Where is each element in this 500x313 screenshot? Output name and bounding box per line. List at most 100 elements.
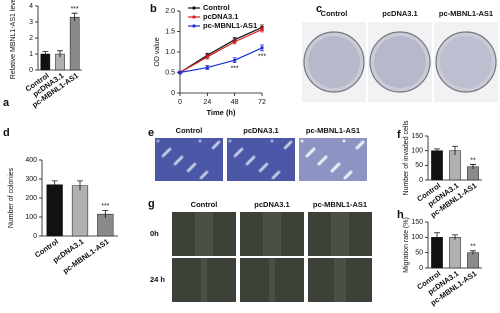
y-axis-label: Relative MBNL1-AS1 level: [10, 0, 17, 79]
wound-gap: [334, 258, 346, 302]
transwell-image: [299, 138, 367, 181]
image-label: pcDNA3.1: [382, 9, 417, 18]
y-tick-label: 100: [411, 234, 423, 241]
cell-dot: [211, 146, 215, 150]
error-bar: [51, 180, 58, 189]
panel-letter: a: [3, 97, 10, 109]
y-tick-label: 1.5: [165, 28, 175, 35]
y-tick-label: 1: [29, 51, 33, 58]
x-tick-label: 24: [203, 99, 211, 106]
error-bar: [452, 234, 458, 240]
y-tick-label: 0: [171, 90, 175, 97]
y-axis-label: Migration rate (%): [403, 217, 410, 273]
point: [260, 27, 264, 32]
point: [233, 58, 237, 62]
image-label: pcDNA3.1: [243, 126, 278, 135]
wound-gap: [201, 258, 207, 302]
wound-gap: [263, 212, 281, 256]
y-tick-label: 0: [419, 265, 423, 272]
dish-inner: [308, 36, 360, 88]
cell-dot: [330, 169, 334, 173]
error-bar: [470, 250, 476, 255]
significance: **: [470, 244, 476, 251]
row-label: 0h: [150, 229, 159, 238]
cell-dot: [317, 162, 321, 166]
x-tick-label: pc-MBNL1-AS1: [61, 237, 111, 275]
y-tick-label: 2: [29, 35, 33, 42]
wound-gap: [269, 258, 275, 302]
bar: [46, 184, 63, 237]
series-line: [179, 47, 263, 74]
y-tick-label: 0: [419, 177, 423, 184]
significance: ***: [71, 6, 79, 13]
panel-letter: b: [150, 3, 157, 15]
image-label: Control: [191, 200, 218, 209]
y-tick-label: 400: [25, 157, 37, 164]
y-tick-label: 1.0: [165, 49, 175, 56]
significance: ***: [258, 54, 266, 61]
transwell-image: [227, 138, 295, 181]
series-line: [179, 26, 263, 74]
y-tick-label: 100: [411, 148, 423, 155]
cell-dot: [305, 154, 309, 158]
y-tick-label: 0.5: [165, 69, 175, 76]
dish-inner: [374, 36, 426, 88]
cell-dot: [161, 154, 165, 158]
y-axis-label: OD value: [154, 37, 161, 66]
bar: [449, 237, 461, 269]
cell-dot: [173, 162, 177, 166]
wound-gap: [195, 212, 213, 256]
y-tick-label: 0: [33, 233, 37, 240]
error-bar: [42, 51, 49, 57]
point: [233, 40, 237, 44]
image-label: Control: [176, 126, 203, 135]
legend-label: Control: [203, 3, 230, 12]
y-tick-label: 150: [411, 219, 423, 226]
error-bar: [470, 164, 476, 170]
panel-letter: f: [397, 129, 401, 141]
y-tick-label: 3: [29, 19, 33, 26]
panel-letter: e: [148, 127, 154, 139]
y-tick-label: 50: [415, 162, 423, 169]
cell-dot: [355, 146, 359, 150]
image-label: Control: [321, 9, 348, 18]
legend-label: pcDNA3.1: [203, 12, 238, 21]
significance: **: [470, 157, 476, 164]
legend-label: pc-MBNL1-AS1: [203, 21, 257, 30]
x-tick-label: 48: [231, 99, 239, 106]
cell-dot: [233, 154, 237, 158]
panel-letter: c: [316, 3, 322, 15]
panel-letter: h: [397, 209, 404, 221]
y-tick-label: 200: [25, 195, 37, 202]
point: [260, 46, 264, 50]
cell-dot: [342, 139, 346, 143]
cell-dot: [198, 139, 202, 143]
wound-gap: [331, 212, 349, 256]
panel-letter: d: [3, 127, 10, 139]
significance: ***: [231, 66, 239, 73]
cell-dot: [199, 176, 203, 180]
y-tick-label: 300: [25, 176, 37, 183]
error-bar: [71, 12, 78, 22]
cell-dot: [228, 139, 232, 143]
panel-letter: g: [148, 198, 155, 210]
y-axis-label: Number of colonies: [8, 167, 15, 228]
legend-marker: [192, 15, 196, 19]
cell-dot: [245, 162, 249, 166]
cell-dot: [270, 139, 274, 143]
error-bar: [57, 50, 63, 58]
cell-dot: [156, 139, 160, 143]
point: [178, 70, 182, 75]
bar: [69, 16, 80, 71]
cell-dot: [343, 176, 347, 180]
y-tick-label: 150: [411, 133, 423, 140]
bar: [467, 252, 479, 269]
error-bar: [102, 209, 109, 218]
image-label: pc-MBNL1-AS1: [306, 126, 360, 135]
image-label: pcDNA3.1: [254, 200, 289, 209]
point: [205, 55, 209, 59]
cell-dot: [283, 146, 287, 150]
bar: [431, 150, 443, 181]
error-bar: [434, 232, 440, 242]
